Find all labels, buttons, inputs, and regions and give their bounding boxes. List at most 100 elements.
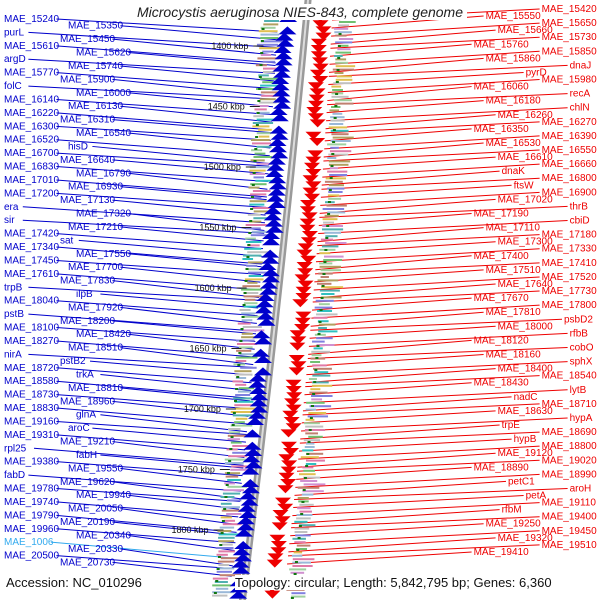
minus-gene-arrow bbox=[240, 497, 259, 506]
tick-mark bbox=[332, 129, 336, 131]
tick-mark bbox=[216, 568, 220, 570]
feature-bar bbox=[245, 224, 268, 226]
right-gene-connector bbox=[328, 71, 524, 85]
tick-mark bbox=[338, 33, 342, 35]
feature-bar bbox=[219, 526, 235, 529]
minus-gene-arrow bbox=[273, 100, 292, 109]
right-gene-connector bbox=[320, 184, 512, 198]
feature-bar bbox=[312, 364, 327, 367]
left-gene-connector bbox=[56, 327, 256, 343]
right-gene-connector bbox=[295, 473, 540, 488]
feature-bar bbox=[235, 339, 255, 342]
left-gene-label: era bbox=[4, 202, 19, 213]
tick-mark bbox=[335, 81, 339, 83]
left-gene-connector bbox=[120, 105, 273, 123]
feature-bar bbox=[335, 41, 353, 44]
left-gene-label: MAE_18040 bbox=[4, 296, 59, 307]
feature-bar bbox=[313, 347, 323, 350]
plus-gene-arrow bbox=[286, 392, 303, 401]
feature-bar bbox=[329, 150, 352, 153]
plus-strand-genes bbox=[264, 14, 332, 599]
feature-bar bbox=[322, 208, 345, 210]
feature-bar bbox=[309, 405, 332, 408]
left-gene-connector bbox=[56, 18, 278, 33]
tick-mark bbox=[255, 124, 259, 126]
feature-bar bbox=[247, 251, 269, 254]
minus-gene-arrow bbox=[248, 379, 267, 388]
left-gene-label: MAE_16930 bbox=[68, 182, 123, 193]
minus-gene-arrow bbox=[276, 38, 295, 47]
plus-gene-arrow bbox=[309, 138, 326, 146]
left-gene-connector bbox=[78, 239, 263, 257]
left-gene-connector bbox=[28, 474, 241, 492]
feature-bar bbox=[321, 245, 339, 248]
feature-bar bbox=[253, 176, 265, 179]
right-gene-connector bbox=[327, 93, 568, 106]
feature-bar bbox=[327, 170, 348, 173]
minus-gene-arrow bbox=[262, 274, 281, 283]
plus-gene-arrow bbox=[309, 69, 326, 78]
right-gene-connector bbox=[302, 403, 540, 416]
feature-bar bbox=[334, 72, 344, 74]
right-gene-connector bbox=[326, 100, 484, 114]
right-gene-label: hypA bbox=[570, 413, 593, 424]
left-gene-label: MAE_19940 bbox=[76, 490, 131, 501]
tick-mark bbox=[246, 256, 250, 258]
right-gene-connector bbox=[308, 339, 472, 355]
tick-mark bbox=[241, 316, 245, 318]
minus-gene-arrow bbox=[275, 32, 294, 41]
plus-gene-arrow bbox=[285, 379, 302, 388]
plus-gene-arrow bbox=[305, 181, 322, 190]
left-gene-connector bbox=[120, 347, 254, 366]
tick-mark bbox=[325, 237, 329, 239]
feature-bar bbox=[259, 77, 281, 80]
minus-gene-arrow bbox=[237, 503, 256, 512]
right-gene-label: MAE_17670 bbox=[474, 293, 529, 304]
plus-gene-arrow bbox=[304, 162, 321, 171]
tick-mark bbox=[253, 160, 257, 162]
left-gene-label: MAE_17320 bbox=[76, 209, 131, 220]
left-gene-label: MAE_18580 bbox=[4, 376, 59, 387]
tick-mark bbox=[247, 244, 251, 246]
feature-bar bbox=[297, 486, 320, 489]
plus-gene-arrow bbox=[300, 255, 317, 264]
tick-mark bbox=[337, 57, 341, 59]
right-gene-connector bbox=[307, 354, 484, 368]
right-gene-label: petA bbox=[526, 491, 547, 502]
plus-gene-arrow bbox=[312, 76, 329, 84]
left-gene-connector bbox=[56, 380, 251, 399]
right-gene-label: cbiD bbox=[570, 216, 590, 227]
plus-gene-arrow bbox=[305, 156, 322, 165]
plus-gene-arrow bbox=[283, 448, 300, 456]
right-gene-connector bbox=[291, 516, 540, 529]
feature-bar bbox=[335, 51, 351, 54]
plus-gene-arrow bbox=[280, 479, 297, 487]
feature-bar bbox=[227, 485, 248, 488]
minus-gene-arrow bbox=[234, 528, 253, 537]
feature-bar bbox=[224, 472, 241, 475]
feature-bar bbox=[330, 119, 345, 122]
feature-bar bbox=[307, 415, 329, 418]
feature-bar bbox=[230, 424, 253, 427]
minus-gene-arrow bbox=[256, 311, 275, 320]
right-gene-label: rfbM bbox=[502, 505, 522, 516]
feature-bar bbox=[222, 492, 241, 495]
tick-mark bbox=[334, 105, 338, 107]
left-gene-label: MAE_16130 bbox=[68, 101, 123, 112]
minus-gene-arrow bbox=[262, 237, 281, 246]
feature-bar bbox=[236, 349, 252, 352]
tick-mark bbox=[243, 292, 247, 294]
feature-bar bbox=[230, 468, 249, 471]
feature-bar bbox=[226, 499, 242, 502]
minus-gene-arrow bbox=[241, 466, 260, 475]
plus-gene-arrow bbox=[310, 38, 327, 47]
tick-mark bbox=[244, 280, 248, 282]
feature-bar bbox=[326, 204, 347, 207]
plus-gene-arrow bbox=[299, 224, 316, 233]
feature-bar bbox=[260, 33, 279, 36]
left-gene-connector bbox=[92, 145, 270, 164]
plus-gene-arrow bbox=[310, 51, 327, 60]
left-gene-label: MAE_19310 bbox=[4, 430, 59, 441]
minus-gene-arrow bbox=[253, 367, 272, 376]
right-gene-label: rfbB bbox=[570, 328, 589, 339]
